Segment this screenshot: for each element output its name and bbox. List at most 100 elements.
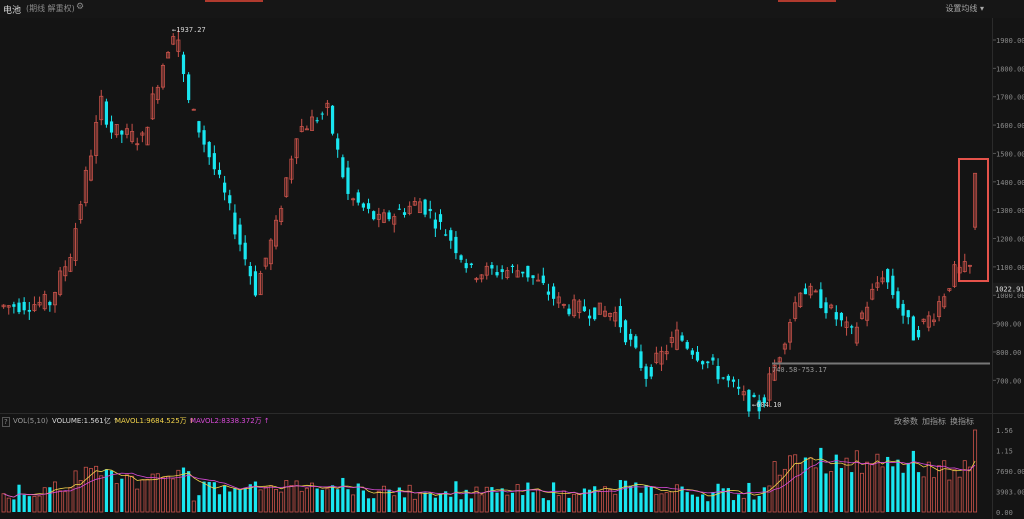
candle-body-up: [844, 321, 849, 328]
candle-body-up: [284, 177, 289, 197]
volume-bar-up: [561, 490, 566, 513]
candle-body-up: [926, 315, 931, 328]
volume-value: VOLUME:1.561亿 ↑: [52, 417, 119, 425]
volume-bar-down: [120, 478, 124, 512]
volume-bar-down: [366, 498, 371, 512]
volume-bar-up: [258, 489, 263, 513]
add-indicator-button[interactable]: 加指标: [922, 417, 946, 426]
candle-body-up: [114, 124, 119, 136]
volume-bar-up: [937, 465, 942, 513]
volume-bar-up: [484, 486, 489, 513]
candle-body-down: [526, 265, 530, 278]
candle-body-up: [279, 208, 284, 222]
candle-body-down: [531, 275, 535, 279]
candle-body-up: [664, 351, 669, 355]
candle-body-up: [931, 319, 936, 323]
candle-body-down: [469, 263, 473, 266]
candle-body-up: [78, 204, 83, 220]
volume-bar-up: [602, 486, 607, 513]
set-ma-button[interactable]: 设置均线 ▾: [945, 4, 984, 13]
candle-body-down: [582, 306, 587, 312]
candle-body-down: [217, 169, 222, 175]
candle-body-down: [207, 142, 211, 158]
candle-body-down: [726, 375, 730, 381]
help-icon[interactable]: ?: [2, 417, 10, 427]
volume-bar-up: [160, 477, 165, 513]
candle-body-down: [546, 291, 551, 295]
candle-body-down: [495, 272, 499, 276]
candle-body-up: [973, 172, 978, 228]
volume-bar-down: [587, 489, 592, 512]
candle-body-down: [819, 289, 823, 309]
volume-bar-up: [967, 466, 972, 513]
candle-body-down: [906, 310, 910, 318]
tab-indicator: [205, 0, 263, 2]
volume-bar-up: [176, 469, 181, 513]
period-adjust-label[interactable]: (期线 解重权): [26, 4, 75, 13]
volume-bar-up: [808, 457, 813, 513]
volume-bar-down: [531, 492, 535, 512]
candle-body-down: [346, 167, 350, 194]
volume-tick-label: 0.00: [996, 509, 1013, 517]
settings-icon[interactable]: ⚙: [76, 2, 85, 12]
candle-body-down: [372, 211, 376, 220]
volume-bar-up: [299, 490, 304, 513]
volume-bar-down: [346, 489, 350, 512]
candle-body-down: [27, 309, 31, 312]
volume-bar-up: [1, 493, 6, 513]
candle-body-down: [521, 271, 525, 274]
candle-body-up: [166, 52, 171, 59]
candle-body-up: [654, 352, 659, 363]
volume-bar-down: [500, 488, 504, 512]
candle-body-down: [551, 286, 556, 299]
volume-bar-up: [659, 493, 664, 513]
volume-bar-up: [63, 491, 68, 513]
candle-body-up: [412, 200, 417, 206]
candle-body-down: [541, 275, 545, 284]
switch-indicator-button[interactable]: 换指标: [950, 417, 974, 426]
volume-bar-up: [268, 485, 273, 513]
volume-bar-down: [454, 481, 458, 512]
indicator-name[interactable]: VOL(5,10): [13, 417, 49, 425]
candle-body-up: [870, 288, 875, 300]
volume-bar-up: [130, 475, 135, 513]
price-tick-label: 1700.00: [996, 94, 1024, 102]
volume-bar-down: [541, 498, 545, 512]
volume-bar-down: [706, 501, 710, 512]
volume-bar-up: [613, 493, 618, 513]
candle-body-up: [479, 274, 484, 280]
volume-bar-down: [336, 489, 340, 512]
candle-body-down: [629, 333, 633, 340]
volume-bar-down: [397, 487, 401, 512]
volume-bar-down: [207, 481, 211, 512]
candle-body-up: [99, 95, 104, 121]
price-tick-label: 1300.00: [996, 207, 1024, 215]
volume-bar-up: [284, 480, 289, 513]
candle-body-up: [921, 318, 926, 323]
volume-bar-down: [762, 487, 766, 512]
volume-bar-up: [597, 491, 602, 513]
volume-bar-down: [726, 488, 730, 512]
edit-params-button[interactable]: 改参数: [894, 417, 918, 426]
volume-bar-up: [351, 494, 356, 513]
candle-body-down: [22, 301, 26, 311]
candle-body-down: [711, 357, 715, 361]
candle-body-up: [309, 116, 314, 131]
volume-bar-up: [793, 454, 798, 513]
volume-bar-up: [274, 489, 279, 513]
candle-body-down: [834, 312, 838, 320]
volume-bar-up: [32, 496, 37, 513]
volume-bar-up: [829, 471, 834, 513]
volume-bar-up: [515, 484, 520, 513]
volume-bar-down: [423, 492, 427, 512]
candle-body-up: [258, 273, 263, 296]
volume-bar-down: [387, 489, 391, 512]
volume-bar-up: [931, 477, 936, 513]
volume-bar-down: [546, 500, 551, 512]
volume-bar-up: [155, 473, 160, 513]
candle-body-down: [387, 212, 391, 220]
candle-body-up: [1, 304, 6, 308]
candle-body-up: [505, 270, 510, 278]
volume-bar-down: [449, 496, 453, 512]
